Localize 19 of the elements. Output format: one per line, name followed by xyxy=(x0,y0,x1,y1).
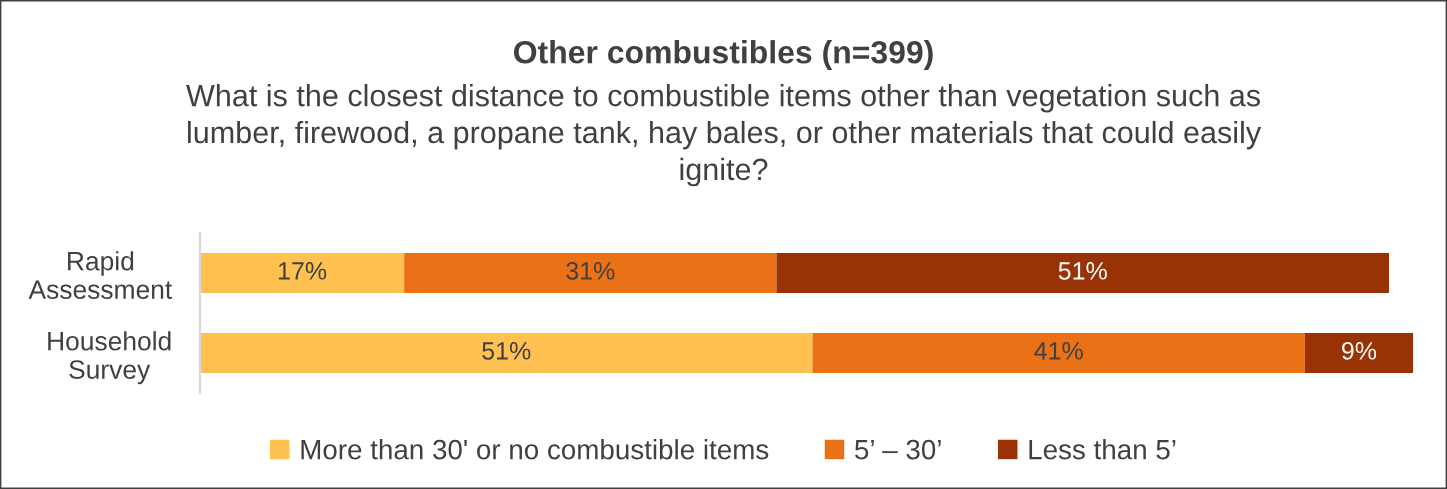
data-label: 51% xyxy=(482,342,531,360)
legend-label: 5’ – 30’ xyxy=(855,439,941,460)
legend-label: More than 30' or no combustible items xyxy=(301,439,769,460)
legend-label: Less than 5’ xyxy=(1029,439,1176,460)
y-tick-label: Rapid Assessment xyxy=(28,251,173,299)
chart-title: Other combustibles (n=399) xyxy=(514,40,933,70)
y-tick-label: Household Survey xyxy=(48,331,171,385)
data-label: 17% xyxy=(278,262,327,280)
chart-subtitle: What is the closest distance to combustible items other than vegetation such as lumber, firewood, a propane tank, hay bales, or other materials that could easily ignite? xyxy=(186,84,1262,187)
bar xyxy=(200,253,405,293)
bar xyxy=(1304,333,1413,373)
data-label: 41% xyxy=(1034,342,1083,360)
data-label: 51% xyxy=(1058,262,1107,280)
bar xyxy=(812,333,1305,373)
bar xyxy=(200,333,813,373)
bar xyxy=(776,253,1389,293)
data-label: 31% xyxy=(566,262,615,280)
data-label: 9% xyxy=(1342,342,1377,360)
bar xyxy=(404,253,777,293)
